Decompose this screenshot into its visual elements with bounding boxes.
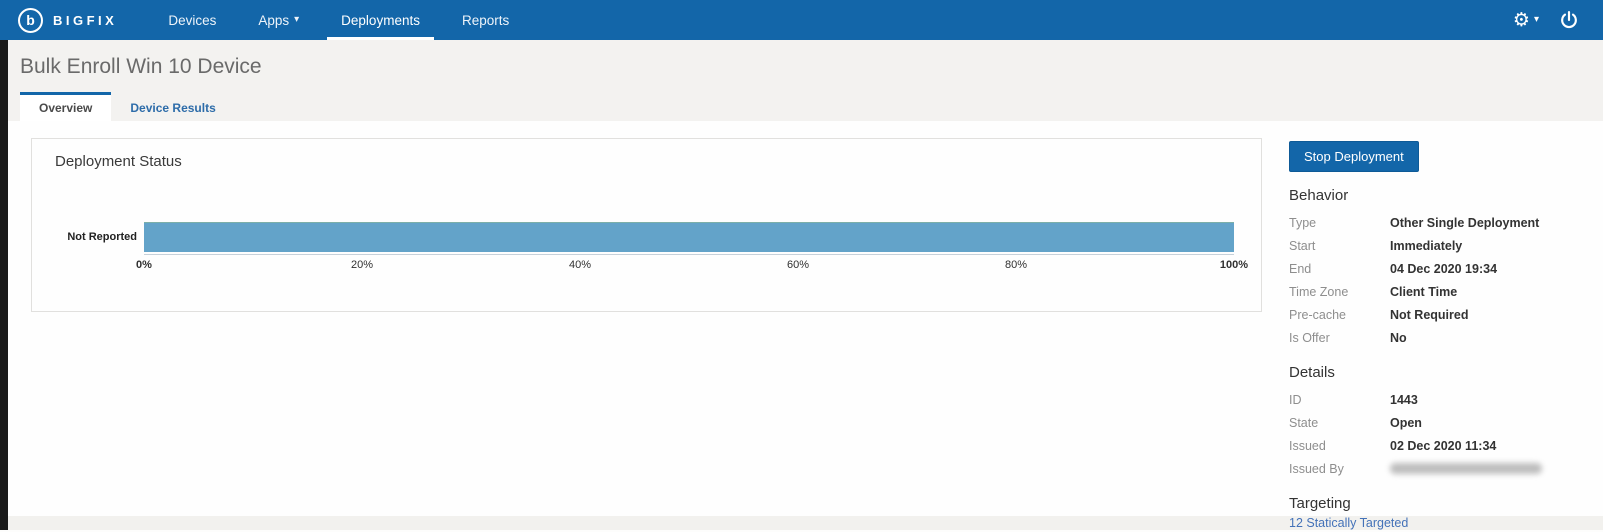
tab-bar: Overview Device Results bbox=[20, 92, 235, 121]
deployment-info-panel: Stop Deployment Behavior Type Other Sing… bbox=[1289, 141, 1589, 532]
chart-title: Deployment Status bbox=[55, 153, 182, 170]
nav-item-label: Reports bbox=[461, 12, 510, 28]
row-value: Immediately bbox=[1390, 238, 1463, 253]
chart-bar[interactable] bbox=[144, 222, 1234, 252]
bigfix-logo-icon: b bbox=[18, 7, 43, 33]
logout-button[interactable] bbox=[1559, 10, 1579, 30]
issued-by-redacted-value bbox=[1390, 463, 1542, 474]
chevron-down-icon: ▾ bbox=[294, 14, 300, 25]
behavior-row-precache: Pre-cache Not Required bbox=[1289, 303, 1589, 326]
chart-x-axis: 0% 20% 40% 60% 80% 100% bbox=[136, 254, 1248, 274]
gear-icon: ⚙ bbox=[1512, 9, 1530, 31]
x-tick: 40% bbox=[568, 259, 592, 271]
row-value: 1443 bbox=[1390, 392, 1418, 407]
behavior-row-isoffer: Is Offer No bbox=[1289, 326, 1589, 349]
details-row-issued: Issued 02 Dec 2020 11:34 bbox=[1289, 434, 1589, 457]
screen-edge-artifact bbox=[0, 40, 8, 530]
row-label: Pre-cache bbox=[1289, 307, 1346, 322]
deployment-status-card: Deployment Status Not Reported 0% 20% 40… bbox=[31, 138, 1262, 312]
row-value: No bbox=[1390, 330, 1407, 345]
footer-strip bbox=[8, 516, 1603, 530]
nav-right-actions: ⚙ ▾ bbox=[1513, 10, 1603, 30]
nav-menu: Devices Apps ▾ Deployments Reports bbox=[147, 0, 530, 40]
stop-deployment-button[interactable]: Stop Deployment bbox=[1289, 141, 1419, 172]
tab-label: Overview bbox=[39, 101, 93, 115]
behavior-row-end: End 04 Dec 2020 19:34 bbox=[1289, 257, 1589, 280]
tab-label: Device Results bbox=[130, 101, 216, 115]
top-navigation-bar: b BIGFIX Devices Apps ▾ Deployments Repo… bbox=[0, 0, 1603, 40]
page-header: Bulk Enroll Win 10 Device Overview Devic… bbox=[0, 40, 1603, 121]
settings-menu-button[interactable]: ⚙ ▾ bbox=[1513, 11, 1539, 30]
nav-item-reports[interactable]: Reports bbox=[441, 0, 530, 40]
page-title: Bulk Enroll Win 10 Device bbox=[20, 55, 262, 78]
nav-item-label: Devices bbox=[168, 12, 217, 28]
row-value: 04 Dec 2020 19:34 bbox=[1390, 261, 1498, 276]
tab-overview[interactable]: Overview bbox=[20, 92, 112, 121]
details-heading: Details bbox=[1289, 364, 1335, 381]
x-tick: 60% bbox=[786, 259, 810, 271]
x-tick: 100% bbox=[1219, 259, 1249, 271]
details-row-id: ID 1443 bbox=[1289, 388, 1589, 411]
row-value: 02 Dec 2020 11:34 bbox=[1390, 438, 1497, 453]
row-label: Issued By bbox=[1289, 461, 1344, 476]
chart-bar-row: Not Reported bbox=[67, 222, 1234, 252]
row-label: Is Offer bbox=[1289, 330, 1330, 345]
chevron-down-icon: ▾ bbox=[1533, 14, 1539, 25]
row-label: Start bbox=[1289, 238, 1316, 253]
x-tick: 0% bbox=[136, 259, 152, 271]
row-label: ID bbox=[1289, 392, 1302, 407]
power-icon bbox=[1561, 11, 1577, 29]
nav-item-deployments[interactable]: Deployments bbox=[320, 0, 441, 40]
bigfix-logo[interactable]: b BIGFIX bbox=[0, 7, 147, 33]
row-label: Issued bbox=[1289, 438, 1326, 453]
row-label: Type bbox=[1289, 215, 1317, 230]
behavior-row-type: Type Other Single Deployment bbox=[1289, 211, 1589, 234]
row-value: Client Time bbox=[1390, 284, 1458, 299]
tab-device-results[interactable]: Device Results bbox=[111, 92, 234, 121]
behavior-row-start: Start Immediately bbox=[1289, 234, 1589, 257]
x-tick: 20% bbox=[350, 259, 374, 271]
x-tick: 80% bbox=[1004, 259, 1028, 271]
nav-item-apps[interactable]: Apps ▾ bbox=[237, 0, 320, 40]
targeting-heading: Targeting bbox=[1289, 495, 1351, 512]
behavior-heading: Behavior bbox=[1289, 187, 1349, 204]
behavior-row-timezone: Time Zone Client Time bbox=[1289, 280, 1589, 303]
row-label: State bbox=[1289, 415, 1319, 430]
row-label: Time Zone bbox=[1289, 284, 1349, 299]
row-label: End bbox=[1289, 261, 1312, 276]
details-row-state: State Open bbox=[1289, 411, 1589, 434]
brand-name: BIGFIX bbox=[53, 12, 118, 28]
deployment-status-chart: Not Reported 0% 20% 40% 60% 80% 100% bbox=[67, 222, 1248, 274]
details-row-issued-by: Issued By bbox=[1289, 457, 1589, 480]
row-value: Not Required bbox=[1390, 307, 1469, 322]
row-value: Other Single Deployment bbox=[1390, 215, 1540, 230]
row-value: Open bbox=[1390, 415, 1422, 430]
nav-item-label: Deployments bbox=[341, 12, 420, 28]
chart-category-label: Not Reported bbox=[67, 231, 137, 243]
statically-targeted-link[interactable]: 12 Statically Targeted bbox=[1289, 516, 1409, 530]
nav-item-label: Apps bbox=[258, 12, 290, 28]
nav-item-devices[interactable]: Devices bbox=[147, 0, 237, 40]
